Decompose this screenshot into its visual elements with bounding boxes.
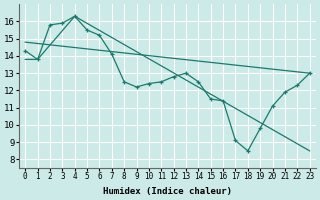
X-axis label: Humidex (Indice chaleur): Humidex (Indice chaleur) xyxy=(103,187,232,196)
